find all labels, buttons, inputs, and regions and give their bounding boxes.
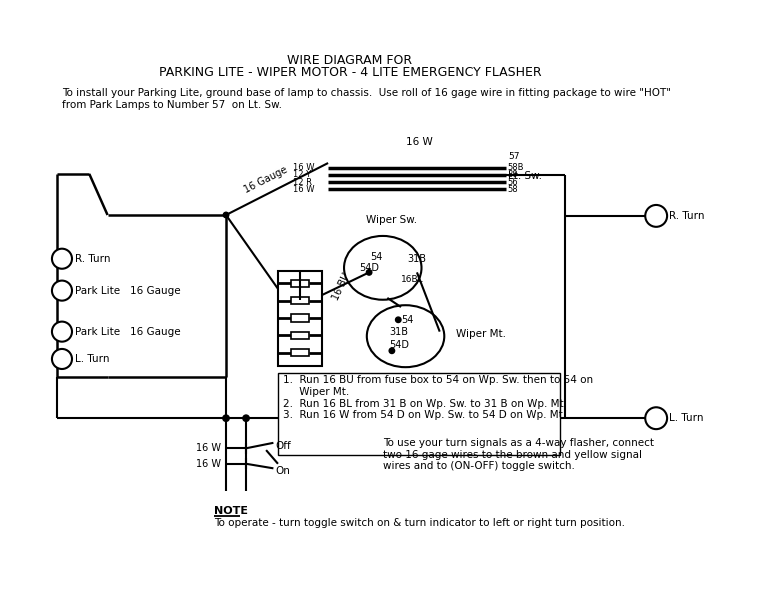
Circle shape bbox=[396, 317, 401, 323]
Text: 12 R: 12 R bbox=[293, 178, 313, 187]
Text: Wiper Sw.: Wiper Sw. bbox=[366, 215, 418, 225]
Bar bbox=[291, 280, 309, 287]
Circle shape bbox=[389, 348, 395, 353]
Bar bbox=[291, 331, 309, 339]
Text: L. Turn: L. Turn bbox=[74, 354, 109, 364]
Text: 16 W: 16 W bbox=[293, 185, 315, 194]
Text: 16 Gauge: 16 Gauge bbox=[131, 286, 181, 296]
Circle shape bbox=[223, 415, 229, 421]
Text: Park Lite: Park Lite bbox=[74, 286, 120, 296]
Text: To use your turn signals as a 4-way flasher, connect
two 16 gage wires to the br: To use your turn signals as a 4-way flas… bbox=[382, 438, 654, 472]
Text: 16 Gauge: 16 Gauge bbox=[243, 165, 289, 195]
Circle shape bbox=[366, 270, 372, 275]
Text: 54D: 54D bbox=[389, 340, 409, 350]
Circle shape bbox=[52, 249, 72, 268]
Text: Park Lite: Park Lite bbox=[74, 327, 120, 337]
Text: 31B: 31B bbox=[407, 254, 426, 264]
Circle shape bbox=[223, 212, 229, 218]
Text: 1.  Run 16 BU from fuse box to 54 on Wp. Sw. then to 54 on
     Wiper Mt.
2.  Ru: 1. Run 16 BU from fuse box to 54 on Wp. … bbox=[283, 375, 593, 420]
Text: 16 W: 16 W bbox=[293, 163, 315, 172]
Text: L. Turn: L. Turn bbox=[669, 413, 703, 423]
Text: 31B: 31B bbox=[389, 327, 408, 337]
Circle shape bbox=[52, 280, 72, 301]
Ellipse shape bbox=[344, 236, 422, 300]
Text: 57: 57 bbox=[508, 152, 520, 161]
Ellipse shape bbox=[367, 305, 444, 367]
Text: On: On bbox=[275, 466, 290, 476]
Text: 16 Gauge: 16 Gauge bbox=[131, 327, 181, 337]
Bar bbox=[278, 271, 322, 366]
Text: 16BL: 16BL bbox=[401, 275, 424, 284]
Bar bbox=[278, 372, 561, 454]
Text: WIRE DIAGRAM FOR: WIRE DIAGRAM FOR bbox=[287, 53, 412, 67]
Text: NOTE: NOTE bbox=[214, 505, 248, 516]
Bar bbox=[291, 314, 309, 321]
Text: R. Turn: R. Turn bbox=[669, 211, 704, 221]
Text: 54D: 54D bbox=[359, 263, 379, 273]
Bar bbox=[291, 349, 309, 356]
Text: Lt. Sw.: Lt. Sw. bbox=[508, 171, 541, 181]
Text: 56: 56 bbox=[508, 178, 518, 187]
Text: R. Turn: R. Turn bbox=[74, 254, 111, 264]
Text: 16 W: 16 W bbox=[197, 459, 221, 469]
Text: 54: 54 bbox=[401, 315, 413, 326]
Text: 54: 54 bbox=[370, 252, 382, 263]
Circle shape bbox=[645, 205, 667, 227]
Circle shape bbox=[52, 349, 72, 369]
Text: To install your Parking Lite, ground base of lamp to chassis.  Use roll of 16 ga: To install your Parking Lite, ground bas… bbox=[62, 89, 671, 110]
Circle shape bbox=[243, 415, 250, 421]
Text: 16 BU: 16 BU bbox=[331, 271, 353, 301]
Text: 58B: 58B bbox=[508, 163, 524, 172]
Text: 16 W: 16 W bbox=[197, 443, 221, 453]
Text: 12 Y: 12 Y bbox=[293, 170, 312, 179]
Text: 58: 58 bbox=[508, 185, 518, 194]
Text: 16 W: 16 W bbox=[406, 137, 432, 147]
Text: Wiper Mt.: Wiper Mt. bbox=[455, 329, 505, 339]
Circle shape bbox=[52, 321, 72, 342]
Text: PARKING LITE - WIPER MOTOR - 4 LITE EMERGENCY FLASHER: PARKING LITE - WIPER MOTOR - 4 LITE EMER… bbox=[159, 67, 541, 80]
Circle shape bbox=[645, 407, 667, 429]
Text: Off: Off bbox=[275, 441, 291, 451]
Text: 30: 30 bbox=[508, 170, 518, 179]
Bar bbox=[291, 297, 309, 304]
Text: To operate - turn toggle switch on & turn indicator to left or right turn positi: To operate - turn toggle switch on & tur… bbox=[214, 519, 625, 529]
